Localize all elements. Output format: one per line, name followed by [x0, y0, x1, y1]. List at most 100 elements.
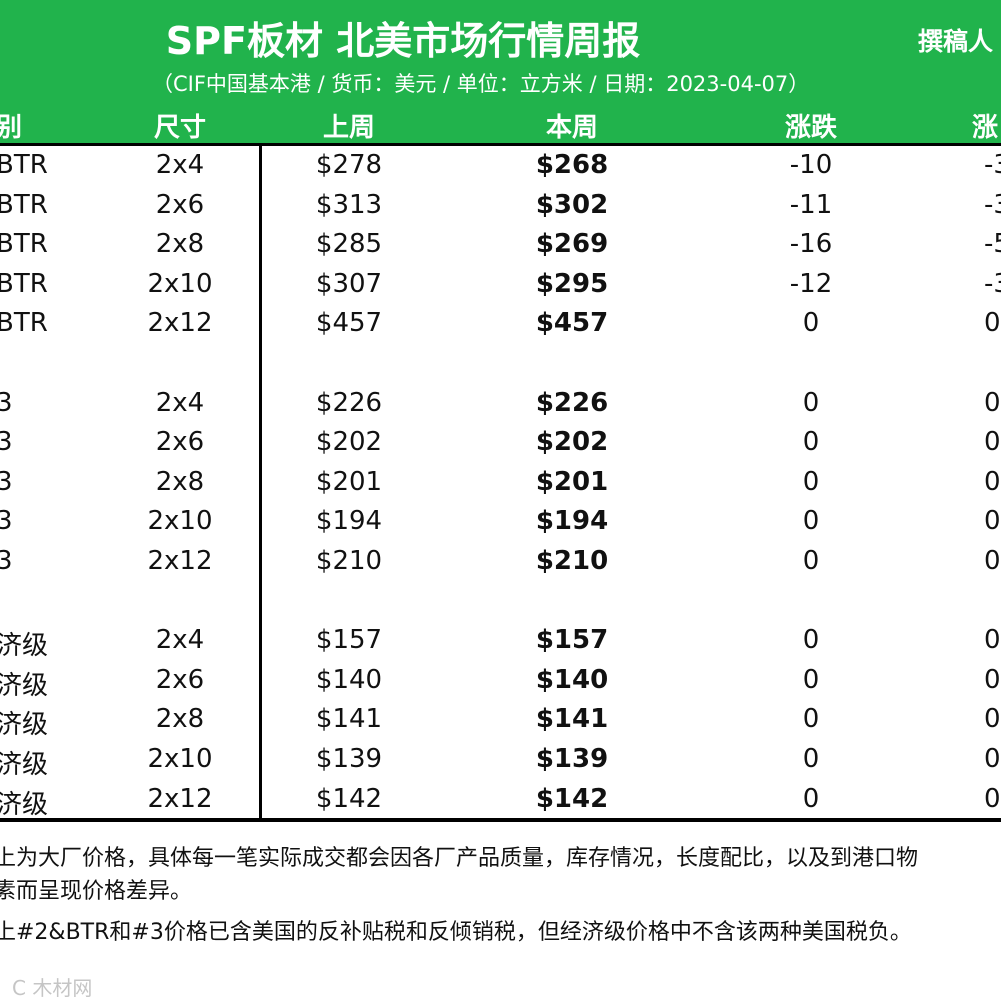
grade-cell: 3: [0, 506, 13, 537]
grade-cell: 济级: [0, 670, 49, 701]
table-row: 济级 2x12 $142 $142 0 0: [0, 780, 1001, 820]
footnote-1-line-1: 上为大厂价格，具体每一笔实际成交都会因各厂产品质量，库存情况，长度配比，以及到港…: [0, 846, 919, 871]
grade-cell: 3: [0, 545, 13, 576]
grade-cell: 3: [0, 466, 13, 497]
this-week-price-cell: $210: [535, 545, 609, 576]
grade-cell: BTR: [0, 189, 48, 220]
change-pct-cell: -3: [984, 150, 1001, 180]
size-cell: 2x8: [155, 704, 205, 735]
last-week-price-cell: $226: [315, 387, 383, 418]
last-week-price-cell: $278: [315, 150, 383, 180]
change-cell: 0: [802, 625, 820, 656]
change-cell: -11: [789, 189, 833, 220]
table-column-divider: [259, 144, 262, 820]
size-cell: 2x12: [147, 783, 213, 814]
change-cell: 0: [802, 387, 820, 418]
column-header-grade: 别: [0, 113, 23, 143]
watermark-text: C 木材网: [12, 976, 93, 1000]
change-cell: 0: [802, 664, 820, 695]
change-pct-cell: 0: [984, 466, 1001, 497]
grade-cell: BTR: [0, 150, 48, 180]
table-row: 3 2x12 $210 $210 0 0: [0, 542, 1001, 582]
this-week-price-cell: $268: [535, 150, 609, 180]
this-week-price-cell: $295: [535, 268, 609, 299]
change-cell: 0: [802, 506, 820, 537]
this-week-price-cell: $157: [535, 625, 609, 656]
table-row: BTR 2x12 $457 $457 0 0: [0, 304, 1001, 344]
size-cell: 2x4: [155, 625, 205, 656]
change-cell: 0: [802, 427, 820, 458]
last-week-price-cell: $210: [315, 545, 383, 576]
grade-cell: 济级: [0, 710, 49, 741]
last-week-price-cell: $139: [315, 743, 383, 774]
table-row: 3 2x8 $201 $201 0 0: [0, 463, 1001, 503]
change-cell: 0: [802, 545, 820, 576]
column-header-this-week: 本周: [545, 113, 599, 143]
table-row: BTR 2x6 $313 $302 -11 -3: [0, 186, 1001, 226]
this-week-price-cell: $269: [535, 229, 609, 260]
grade-cell: BTR: [0, 308, 48, 339]
change-pct-cell: 0: [984, 704, 1001, 735]
change-cell: 0: [802, 783, 820, 814]
table-row: 3 2x6 $202 $202 0 0: [0, 423, 1001, 463]
this-week-price-cell: $139: [535, 743, 609, 774]
table-row-spacer: [0, 582, 1001, 622]
this-week-price-cell: $457: [535, 308, 609, 339]
author-label: 撰稿人: [918, 27, 994, 56]
change-cell: -16: [789, 229, 833, 260]
last-week-price-cell: $194: [315, 506, 383, 537]
size-cell: 2x6: [155, 664, 205, 695]
change-pct-cell: 0: [984, 427, 1001, 458]
change-cell: -12: [789, 268, 833, 299]
last-week-price-cell: $202: [315, 427, 383, 458]
this-week-price-cell: $226: [535, 387, 609, 418]
report-header: SPF板材 北美市场行情周报 撰稿人 （CIF中国基本港 / 货币：美元 / 单…: [0, 0, 1001, 144]
change-pct-cell: -3: [984, 268, 1001, 299]
change-pct-cell: 0: [984, 625, 1001, 656]
change-cell: 0: [802, 704, 820, 735]
size-cell: 2x10: [147, 743, 213, 774]
table-row: 济级 2x4 $157 $157 0 0: [0, 621, 1001, 661]
grade-cell: 济级: [0, 749, 49, 780]
change-pct-cell: 0: [984, 783, 1001, 814]
last-week-price-cell: $142: [315, 783, 383, 814]
change-pct-cell: 0: [984, 506, 1001, 537]
this-week-price-cell: $140: [535, 664, 609, 695]
size-cell: 2x10: [147, 268, 213, 299]
size-cell: 2x12: [147, 308, 213, 339]
table-row: 3 2x4 $226 $226 0 0: [0, 384, 1001, 424]
size-cell: 2x12: [147, 545, 213, 576]
table-row: 济级 2x8 $141 $141 0 0: [0, 700, 1001, 740]
size-cell: 2x8: [155, 229, 205, 260]
table-row: BTR 2x10 $307 $295 -12 -3: [0, 265, 1001, 305]
change-cell: 0: [802, 466, 820, 497]
size-cell: 2x6: [155, 427, 205, 458]
footnotes: 上为大厂价格，具体每一笔实际成交都会因各厂产品质量，库存情况，长度配比，以及到港…: [0, 842, 1001, 949]
this-week-price-cell: $202: [535, 427, 609, 458]
this-week-price-cell: $201: [535, 466, 609, 497]
grade-cell: BTR: [0, 268, 48, 299]
change-pct-cell: -3: [984, 189, 1001, 220]
grade-cell: 3: [0, 427, 13, 458]
grade-cell: 济级: [0, 789, 49, 820]
report-title: SPF板材 北美市场行情周报: [165, 19, 641, 63]
this-week-price-cell: $142: [535, 783, 609, 814]
change-cell: -10: [789, 150, 833, 180]
table-row: 3 2x10 $194 $194 0 0: [0, 502, 1001, 542]
this-week-price-cell: $141: [535, 704, 609, 735]
footnote-1-line-2: 素而呈现价格差异。: [0, 879, 193, 904]
change-pct-cell: 0: [984, 664, 1001, 695]
report-subtitle: （CIF中国基本港 / 货币：美元 / 单位：立方米 / 日期：2023-04-…: [152, 72, 810, 96]
last-week-price-cell: $157: [315, 625, 383, 656]
change-pct-cell: 0: [984, 545, 1001, 576]
table-row: 济级 2x10 $139 $139 0 0: [0, 740, 1001, 780]
size-cell: 2x8: [155, 466, 205, 497]
change-pct-cell: 0: [984, 743, 1001, 774]
column-header-change: 涨跌: [784, 113, 838, 143]
size-cell: 2x10: [147, 506, 213, 537]
last-week-price-cell: $141: [315, 704, 383, 735]
last-week-price-cell: $201: [315, 466, 383, 497]
size-cell: 2x4: [155, 150, 205, 180]
table-top-rule: [0, 143, 1001, 146]
